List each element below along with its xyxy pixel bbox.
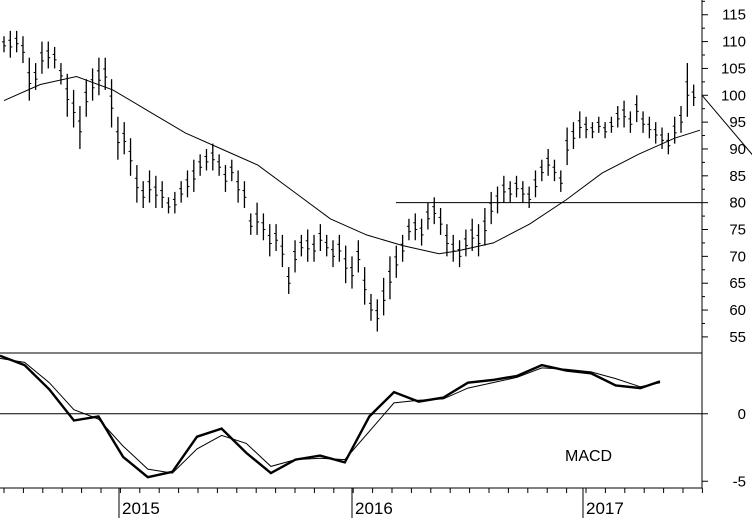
price-y-tick-label: 75 <box>729 222 746 239</box>
macd-label: MACD <box>565 448 612 465</box>
price-y-tick-label: 115 <box>722 7 746 24</box>
price-y-tick-label: 60 <box>729 302 746 319</box>
price-y-tick-label: 85 <box>729 168 746 185</box>
macd-panel: 0 -5 MACD <box>0 354 746 490</box>
x-year-label: 2015 <box>122 499 160 518</box>
macd-y-tick-label: 0 <box>738 406 746 423</box>
price-y-tick-label: 90 <box>729 141 746 158</box>
trend-line <box>701 94 752 156</box>
price-y-tick-label: 55 <box>729 329 746 346</box>
signal-line <box>0 357 661 474</box>
price-y-tick-label: 95 <box>729 114 746 131</box>
price-y-tick-label: 100 <box>721 87 746 104</box>
price-y-tick-label: 110 <box>722 34 746 51</box>
price-y-tick-label: 105 <box>721 60 746 77</box>
x-axis: 2015 2016 2017 <box>0 487 703 518</box>
moving-average-line <box>3 75 701 255</box>
price-y-tick-label: 80 <box>729 195 746 212</box>
macd-y-tick-label: -5 <box>733 473 746 490</box>
x-year-label: 2017 <box>586 499 624 518</box>
x-year-label: 2016 <box>355 499 393 518</box>
price-y-tick-label: 70 <box>729 248 746 265</box>
price-y-tick-label: 65 <box>729 275 746 292</box>
price-panel: 55 60 65 70 75 80 85 90 95 100 105 110 115 <box>0 0 752 488</box>
